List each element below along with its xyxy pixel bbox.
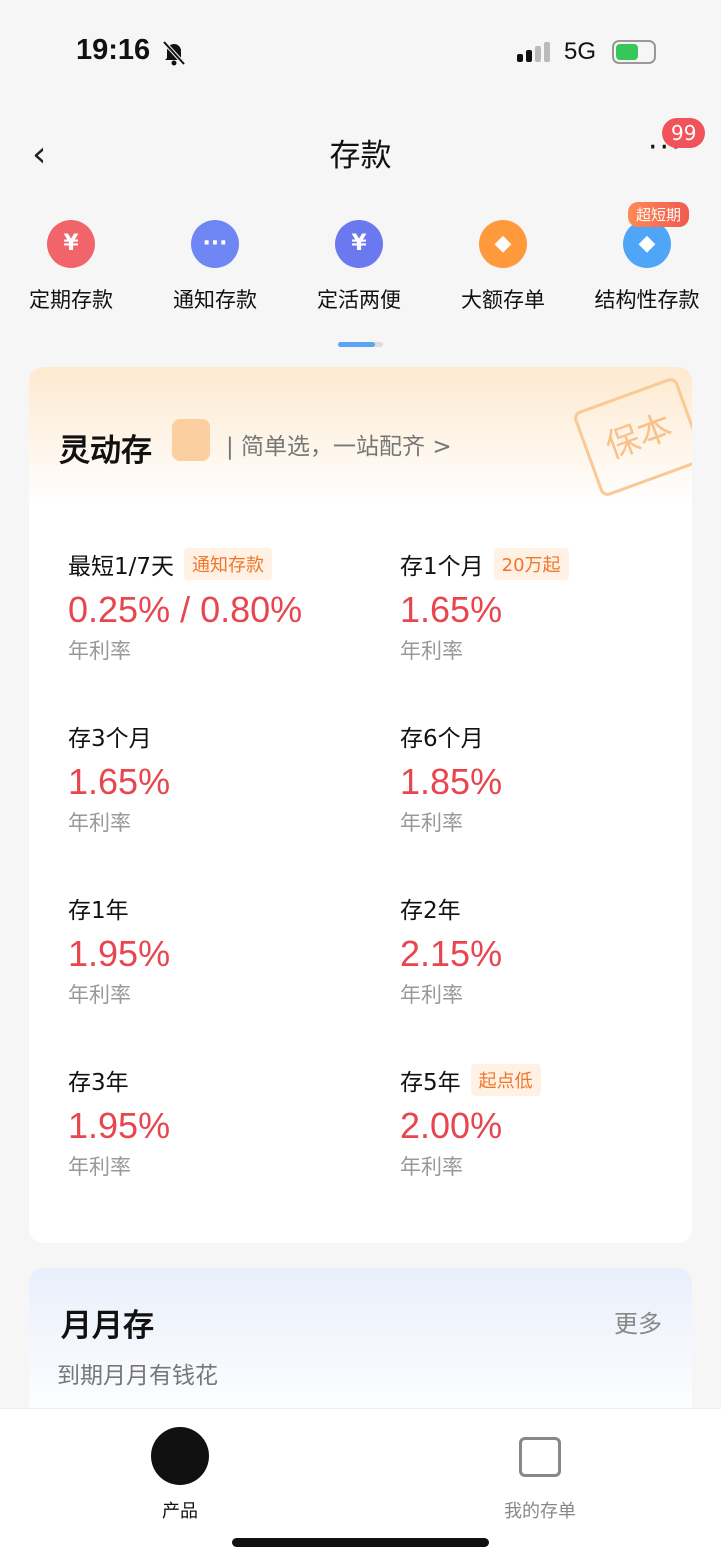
category-3[interactable]: ◆ 大额存单	[438, 220, 568, 314]
rate-unit: 年利率	[400, 1155, 463, 1179]
back-button[interactable]: ‹	[32, 134, 47, 175]
monthly-deposit-card[interactable]: 月月存 更多 到期月月有钱花	[29, 1268, 692, 1428]
rate-unit: 年利率	[68, 983, 131, 1007]
rate-item[interactable]: 最短1/7天 通知存款 0.25% / 0.80% 年利率	[68, 547, 368, 665]
term-label: 存3个月	[68, 726, 152, 752]
category-label: 结构性存款	[594, 288, 700, 312]
rate-item[interactable]: 存5年 起点低 2.00% 年利率	[400, 1063, 692, 1181]
category-4[interactable]: ◆ 结构性存款	[582, 220, 712, 314]
rate-item[interactable]: 存1个月 20万起 1.65% 年利率	[400, 547, 692, 665]
category-label: 定活两便	[317, 288, 401, 312]
rate-value: 1.65%	[68, 761, 171, 802]
rate-unit: 年利率	[400, 811, 463, 835]
term-tag: 起点低	[470, 1064, 541, 1096]
rate-value: 2.15%	[400, 933, 503, 974]
yuan-coin-icon: ¥	[335, 220, 383, 268]
tab-my-deposits[interactable]: 我的存单	[460, 1427, 620, 1523]
home-indicator	[232, 1538, 489, 1547]
rate-value: 2.00%	[400, 1105, 503, 1146]
more-link[interactable]: 更多	[614, 1310, 662, 1338]
rate-value: 1.95%	[68, 933, 171, 974]
term-label: 存2年	[400, 898, 461, 924]
category-0[interactable]: ¥ 定期存款	[6, 220, 136, 314]
term-label: 存6个月	[400, 726, 484, 752]
card-subtitle-link[interactable]: | 简单选，一站配齐 >	[226, 434, 452, 460]
rate-unit: 年利率	[400, 983, 463, 1007]
rate-item[interactable]: 存3年 1.95% 年利率	[68, 1063, 368, 1181]
rate-unit: 年利率	[400, 639, 463, 663]
box-icon	[151, 1427, 209, 1485]
bell-muted-icon	[162, 40, 186, 66]
category-1[interactable]: ··· 通知存款	[150, 220, 280, 314]
term-tag: 20万起	[493, 548, 569, 580]
card2-title: 月月存	[61, 1308, 154, 1344]
short-term-chip: 超短期	[628, 202, 690, 227]
flexible-deposit-card[interactable]: 保本 灵动存 | 简单选，一站配齐 > 最短1/7天 通知存款 0.25% / 0.…	[29, 367, 692, 1243]
piggy-bank-icon: ¥	[47, 220, 95, 268]
term-label: 存1个月	[400, 554, 484, 580]
jar-icon	[172, 419, 210, 461]
rate-value: 1.65%	[400, 589, 503, 630]
rate-value: 1.85%	[400, 761, 503, 802]
rate-unit: 年利率	[68, 1155, 131, 1179]
message-icon: ···	[191, 220, 239, 268]
tab-products[interactable]: 产品	[100, 1427, 260, 1523]
structured-icon: ◆	[623, 220, 671, 268]
notification-badge: 99	[662, 118, 706, 148]
rate-unit: 年利率	[68, 811, 131, 835]
rate-item[interactable]: 存1年 1.95% 年利率	[68, 891, 368, 1009]
status-time: 19:16	[76, 34, 151, 66]
page-title: 存款	[329, 138, 392, 174]
rate-value: 1.95%	[68, 1105, 171, 1146]
receipt-box-icon	[519, 1437, 561, 1477]
network-type: 5G	[564, 38, 597, 65]
diamond-icon: ◆	[479, 220, 527, 268]
signal-icon	[517, 42, 550, 62]
rate-item[interactable]: 存6个月 1.85% 年利率	[400, 719, 692, 837]
tab-bar: 产品 我的存单	[0, 1408, 721, 1562]
term-tag: 通知存款	[184, 548, 273, 580]
page-indicator	[338, 342, 383, 347]
term-label: 存1年	[68, 898, 129, 924]
category-label: 定期存款	[29, 288, 113, 312]
rate-unit: 年利率	[68, 639, 131, 663]
tab-label: 我的存单	[504, 1501, 576, 1522]
rate-value: 0.25% / 0.80%	[68, 589, 303, 630]
category-2[interactable]: ¥ 定活两便	[294, 220, 424, 314]
category-label: 大额存单	[461, 288, 545, 312]
rate-item[interactable]: 存3个月 1.65% 年利率	[68, 719, 368, 837]
card-title: 灵动存	[59, 433, 152, 469]
rate-item[interactable]: 存2年 2.15% 年利率	[400, 891, 692, 1009]
tab-label: 产品	[162, 1501, 198, 1522]
term-label: 存3年	[68, 1070, 129, 1096]
category-label: 通知存款	[173, 288, 257, 312]
term-label: 存5年	[400, 1070, 461, 1096]
card2-subtitle: 到期月月有钱花	[57, 1363, 218, 1389]
term-label: 最短1/7天	[68, 554, 175, 580]
battery-icon	[612, 40, 656, 64]
